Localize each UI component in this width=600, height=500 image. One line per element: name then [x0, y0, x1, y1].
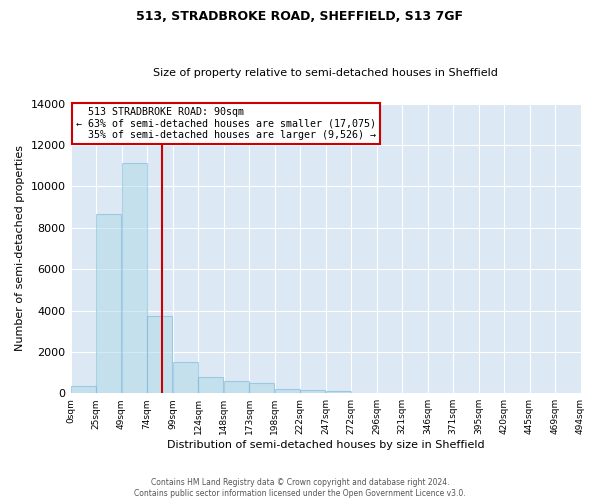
Text: 513, STRADBROKE ROAD, SHEFFIELD, S13 7GF: 513, STRADBROKE ROAD, SHEFFIELD, S13 7GF: [137, 10, 464, 23]
Bar: [224, 381, 249, 393]
Text: 513 STRADBROKE ROAD: 90sqm  
← 63% of semi-detached houses are smaller (17,075)
: 513 STRADBROKE ROAD: 90sqm ← 63% of semi…: [76, 106, 376, 140]
Title: Size of property relative to semi-detached houses in Sheffield: Size of property relative to semi-detach…: [153, 68, 498, 78]
Bar: [300, 390, 325, 393]
Y-axis label: Number of semi-detached properties: Number of semi-detached properties: [15, 146, 25, 352]
Bar: [147, 316, 172, 393]
Bar: [71, 386, 96, 393]
X-axis label: Distribution of semi-detached houses by size in Sheffield: Distribution of semi-detached houses by …: [167, 440, 484, 450]
Bar: [198, 376, 223, 393]
Bar: [122, 162, 147, 393]
Bar: [96, 214, 121, 393]
Bar: [326, 391, 351, 393]
Text: Contains HM Land Registry data © Crown copyright and database right 2024.
Contai: Contains HM Land Registry data © Crown c…: [134, 478, 466, 498]
Bar: [275, 389, 300, 393]
Bar: [249, 383, 274, 393]
Bar: [173, 362, 198, 393]
